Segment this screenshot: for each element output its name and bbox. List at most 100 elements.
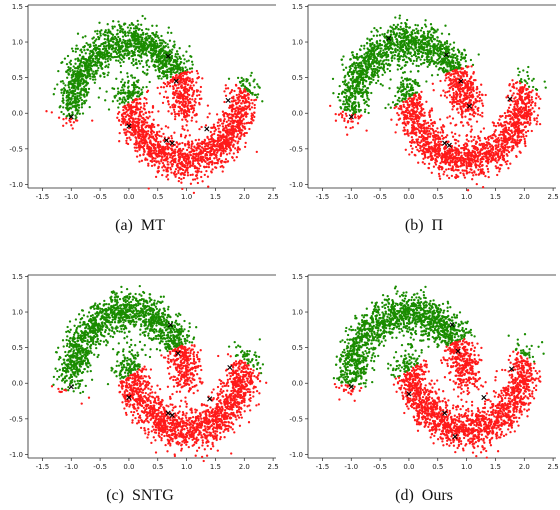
scatter-point bbox=[141, 33, 144, 36]
scatter-point bbox=[76, 92, 80, 95]
scatter-point bbox=[154, 148, 157, 151]
scatter-point bbox=[443, 41, 447, 44]
scatter-point bbox=[67, 68, 71, 71]
scatter-point bbox=[411, 86, 414, 89]
scatter-point bbox=[128, 23, 131, 27]
scatter-point bbox=[162, 49, 165, 52]
scatter-point bbox=[195, 113, 198, 116]
scatter-point bbox=[127, 42, 130, 45]
scatter-point bbox=[144, 39, 147, 42]
scatter-point bbox=[403, 36, 406, 39]
scatter-point bbox=[145, 61, 148, 64]
scatter-point bbox=[83, 102, 86, 105]
scatter-point bbox=[84, 35, 87, 38]
scatter-panel-a: -1.5 -1.0 -0.5 0.0 0.5 1.0 1.5 2.0 2.5 -1.0 -0.5 0.… bbox=[0, 0, 280, 205]
scatter-point bbox=[71, 127, 74, 130]
scatter-point bbox=[133, 36, 136, 40]
scatter-point bbox=[146, 147, 149, 150]
scatter-point bbox=[244, 141, 247, 145]
scatter-point bbox=[527, 77, 530, 80]
scatter-point bbox=[224, 139, 228, 143]
scatter-point bbox=[457, 67, 460, 70]
scatter-point bbox=[228, 92, 232, 95]
scatter-point bbox=[197, 138, 201, 141]
scatter-point bbox=[190, 67, 194, 70]
scatter-point bbox=[105, 90, 108, 93]
scatter-point bbox=[195, 90, 199, 93]
scatter-point bbox=[111, 100, 115, 103]
scatter-point bbox=[243, 145, 247, 149]
scatter-point bbox=[119, 123, 123, 127]
scatter-point bbox=[200, 175, 203, 179]
scatter-point bbox=[405, 79, 408, 82]
scatter-point bbox=[199, 85, 203, 89]
scatter-point bbox=[494, 165, 497, 168]
scatter-point bbox=[355, 55, 358, 58]
scatter-point bbox=[129, 131, 132, 134]
scatter-point bbox=[179, 95, 182, 98]
scatter-point bbox=[416, 30, 419, 33]
scatter-point bbox=[367, 56, 370, 59]
scatter-point bbox=[184, 95, 187, 98]
scatter-point bbox=[129, 27, 132, 30]
scatter-point bbox=[123, 128, 126, 131]
scatter-point bbox=[57, 69, 60, 73]
scatter-point bbox=[173, 71, 177, 74]
scatter-point bbox=[91, 58, 94, 61]
scatter-point bbox=[201, 180, 204, 183]
scatter-point bbox=[362, 98, 366, 102]
scatter-point bbox=[214, 128, 218, 131]
scatter-point bbox=[375, 34, 379, 37]
scatter-point bbox=[362, 85, 365, 88]
scatter-point bbox=[123, 104, 127, 108]
scatter-point bbox=[104, 60, 107, 64]
scatter-point bbox=[363, 91, 366, 94]
scatter-point bbox=[358, 64, 362, 67]
scatter-point bbox=[166, 160, 169, 163]
scatter-point bbox=[118, 54, 121, 58]
scatter-point bbox=[334, 119, 338, 122]
scatter-point bbox=[126, 120, 129, 123]
x-tick-label: 0.5 bbox=[152, 193, 163, 201]
scatter-point bbox=[248, 127, 251, 131]
scatter-point bbox=[125, 110, 128, 114]
scatter-point bbox=[142, 148, 146, 151]
scatter-point bbox=[98, 48, 101, 51]
scatter-point bbox=[396, 91, 399, 94]
scatter-point bbox=[180, 149, 183, 152]
scatter-point bbox=[226, 141, 230, 145]
scatter-point bbox=[180, 181, 183, 184]
labeled-point-marker bbox=[225, 97, 231, 104]
x-tick-label: 2.0 bbox=[519, 193, 530, 201]
scatter-point bbox=[441, 43, 444, 46]
scatter-point bbox=[166, 147, 170, 150]
scatter-point bbox=[188, 67, 192, 70]
scatter-point bbox=[148, 40, 151, 44]
scatter-point bbox=[179, 93, 183, 96]
scatter-point bbox=[165, 65, 168, 68]
scatter-point bbox=[219, 165, 222, 168]
scatter-point bbox=[133, 88, 136, 91]
scatter-point bbox=[135, 39, 138, 42]
scatter-point bbox=[413, 31, 417, 35]
y-tick-label: -1.0 bbox=[289, 181, 303, 189]
scatter-point bbox=[103, 53, 106, 56]
scatter-point bbox=[182, 96, 185, 100]
scatter-point bbox=[221, 110, 225, 113]
scatter-point bbox=[148, 65, 151, 68]
scatter-point bbox=[137, 130, 140, 134]
x-tick-label: -1.0 bbox=[344, 193, 358, 201]
scatter-point bbox=[236, 123, 239, 126]
scatter-point bbox=[177, 153, 180, 157]
scatter-point bbox=[165, 175, 168, 178]
scatter-point bbox=[116, 99, 119, 102]
scatter-point bbox=[437, 50, 440, 53]
scatter-point bbox=[173, 46, 176, 49]
scatter-point bbox=[526, 74, 530, 78]
scatter-point bbox=[226, 115, 229, 118]
scatter-point bbox=[357, 84, 361, 88]
scatter-point bbox=[203, 173, 206, 177]
scatter-point bbox=[356, 90, 359, 94]
scatter-point bbox=[384, 53, 388, 56]
scatter-point bbox=[236, 101, 240, 105]
